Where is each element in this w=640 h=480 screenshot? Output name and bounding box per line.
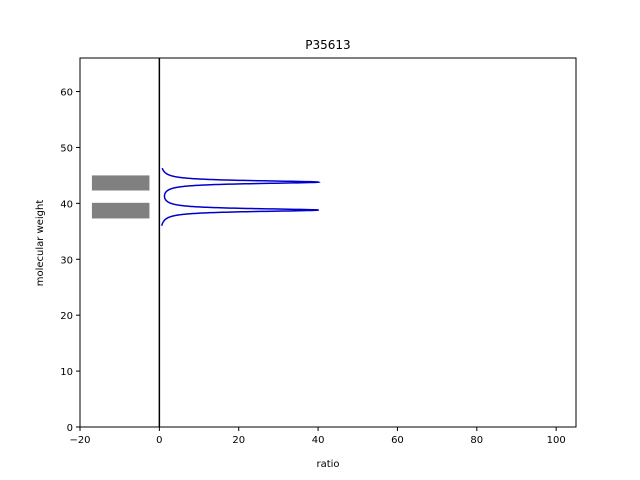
- band-1: [91, 202, 150, 219]
- y-tick-label: 50: [60, 143, 73, 154]
- plot-frame: [79, 57, 577, 428]
- chart-title: P35613: [305, 38, 350, 52]
- y-axis-label: molecular weight: [35, 200, 46, 287]
- x-axis-label: ratio: [316, 459, 339, 470]
- x-tick-label: 40: [312, 435, 325, 446]
- x-tick-label: 100: [547, 435, 566, 446]
- band-0: [91, 175, 150, 191]
- y-tick-label: 20: [60, 311, 73, 322]
- y-tick-label: 30: [60, 255, 73, 266]
- x-tick-label: 80: [470, 435, 483, 446]
- y-tick-label: 60: [60, 88, 73, 99]
- y-tick-label: 0: [67, 423, 73, 434]
- x-tick-label: 20: [232, 435, 245, 446]
- x-tick-label: 0: [156, 435, 162, 446]
- x-tick-label: −20: [69, 435, 90, 446]
- x-tick-label: 60: [391, 435, 404, 446]
- y-tick-label: 10: [60, 367, 73, 378]
- series-line-0: [160, 167, 321, 226]
- y-tick-label: 40: [60, 199, 73, 210]
